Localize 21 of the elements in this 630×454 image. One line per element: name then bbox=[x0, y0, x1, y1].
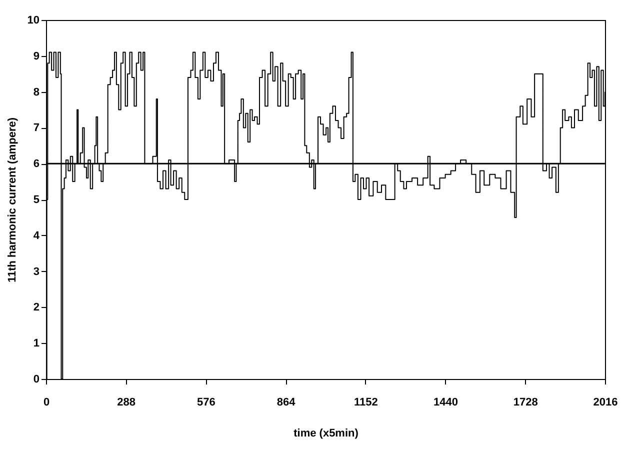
y-tick-label: 4 bbox=[33, 230, 40, 242]
y-tick-label: 0 bbox=[33, 374, 40, 386]
x-tick-label: 2016 bbox=[593, 396, 618, 408]
y-tick-label: 3 bbox=[33, 266, 40, 278]
y-tick-label: 10 bbox=[27, 14, 40, 26]
x-axis-title: time (x5min) bbox=[294, 428, 359, 440]
y-tick-label: 5 bbox=[33, 194, 40, 206]
y-tick-label: 2 bbox=[33, 302, 40, 314]
x-tick-label: 576 bbox=[197, 396, 216, 408]
x-tick-label: 1440 bbox=[434, 396, 458, 408]
y-tick-label: 6 bbox=[33, 158, 40, 170]
x-tick-label: 288 bbox=[117, 396, 136, 408]
x-tick-label: 864 bbox=[276, 396, 296, 408]
y-tick-label: 9 bbox=[33, 50, 40, 62]
x-tick-label: 0 bbox=[43, 396, 50, 408]
y-tick-label: 8 bbox=[33, 86, 40, 98]
y-axis-title: 11th harmonic current (ampere) bbox=[6, 117, 18, 283]
x-tick-label: 1152 bbox=[354, 396, 378, 408]
y-tick-label: 7 bbox=[33, 122, 40, 134]
x-tick-label: 1728 bbox=[513, 396, 538, 408]
y-tick-label: 1 bbox=[33, 338, 40, 350]
